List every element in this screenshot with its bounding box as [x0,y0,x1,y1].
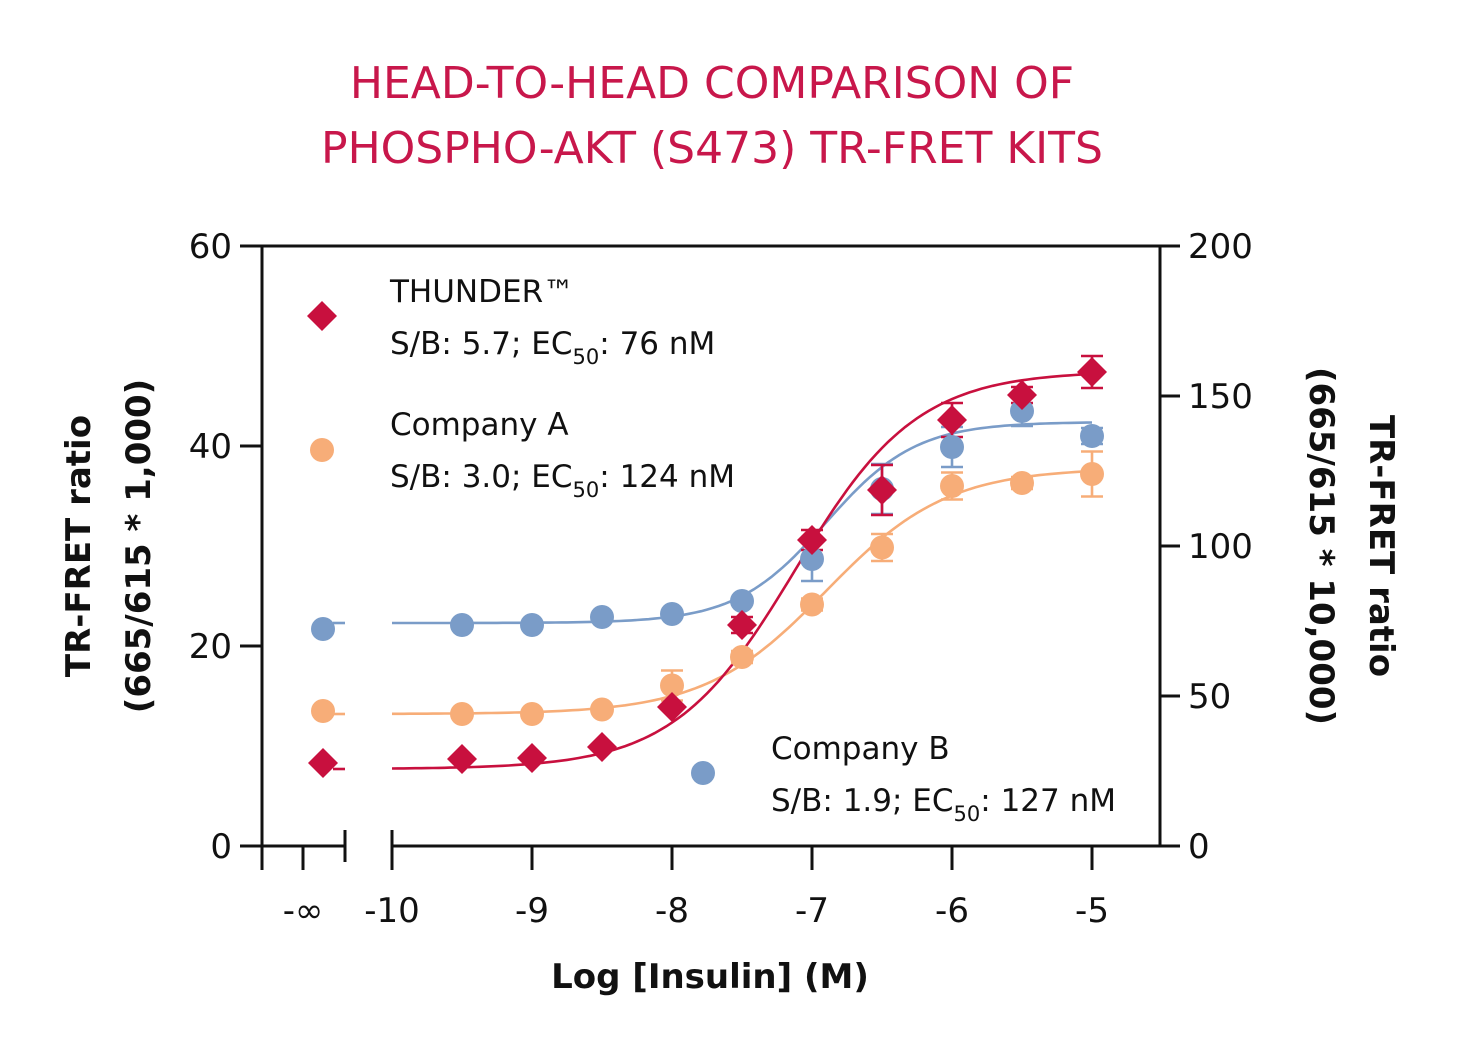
company-a-data-point [1010,471,1034,495]
legend-stat-company-b: S/B: 1.9; EC [771,783,954,819]
company-a-data-point [800,592,824,617]
chart-title-line-1: HEAD-TO-HEAD COMPARISON OF [350,58,1074,109]
legend-name-company-a: Company A [390,407,569,443]
legend-subscript-thunder: 50 [573,345,600,369]
x-tick-label-0: -10 [364,891,420,931]
left-y-tick-label-2: 40 [189,427,232,467]
left-y-tick-label-3: 60 [189,227,232,267]
x-axis-label: Log [Insulin] (M) [551,957,869,997]
company-b-data-point [940,435,964,459]
company-b-zero-point [311,617,335,641]
right-y-axis-label-line-2: (665/615 * 10,000) [1301,367,1341,725]
left-y-axis-label-line-2: (665/615 * 1,000) [119,379,159,713]
legend-stats-company-a: S/B: 3.0; EC50: 124 nM [390,459,735,502]
company-a-data-point [940,474,964,498]
company-b-data-point [730,589,754,613]
company-b-data-point [1080,424,1104,448]
legend-marker-thunder [307,301,337,331]
thunder-data-point [1007,380,1037,410]
thunder-zero-point [308,748,338,778]
chart-title-line-2: PHOSPHO-AKT (S473) TR-FRET KITS [321,123,1103,174]
legend-name-thunder: THUNDER™ [389,274,574,310]
x-tick-label-5: -5 [1075,891,1109,931]
company-a-data-point [590,697,614,722]
company-a-data-point [450,702,474,726]
company-b-data-point [590,605,614,629]
legend-stat-thunder: S/B: 5.7; EC [390,326,573,362]
x-tick-label-2: -8 [655,891,689,931]
company-a-data-point [660,673,684,698]
legend-name-company-b: Company B [771,731,950,767]
right-y-tick-label-3: 150 [1188,377,1253,417]
thunder-data-point [937,405,967,435]
right-y-tick-label-0: 0 [1188,827,1210,867]
company-a-data-point [730,645,754,669]
legend-marker-company-b [691,761,715,785]
thunder-data-point [587,732,617,762]
right-y-axis-label-line-1: TR-FRET ratio [1361,415,1401,677]
x-tick-label-4: -6 [935,891,969,931]
thunder-data-point [517,743,547,773]
company-a-data-point [520,702,544,726]
thunder-data-point [447,744,477,774]
thunder-data-point [867,475,897,505]
company-b-data-point [800,547,824,571]
thunder-data-point [1077,357,1107,387]
company-b-data-point [1010,399,1034,423]
left-y-tick-label-0: 0 [210,827,232,867]
x-tick-label-3: -7 [795,891,829,931]
right-y-tick-label-1: 50 [1188,677,1231,717]
legend-ec50-thunder: : 76 nM [599,326,715,362]
left-y-axis-label-line-1: TR-FRET ratio [59,415,99,677]
left-y-tick-label-1: 20 [189,627,232,667]
legend-marker-company-a [310,438,334,462]
legend-ec50-company-b: : 127 nM [980,783,1116,819]
legend-subscript-company-b: 50 [954,802,981,826]
thunder-data-point [797,525,827,555]
company-b-data-point [450,613,474,637]
legend-stats-company-b: S/B: 1.9; EC50: 127 nM [771,783,1116,826]
legend-ec50-company-a: : 124 nM [599,459,735,495]
company-b-data-point [520,613,544,637]
thunder-data-point [727,610,757,640]
company-a-data-point [870,535,894,560]
legend-subscript-company-a: 50 [573,478,600,502]
company-b-data-point [660,602,684,626]
legend-stats-thunder: S/B: 5.7; EC50: 76 nM [390,326,715,369]
company-a-zero-point [311,699,335,723]
right-y-tick-label-2: 100 [1188,527,1253,567]
thunder-data-point [657,692,687,722]
company-a-data-point [1080,462,1104,486]
x-tick-label-1: -9 [515,891,549,931]
legend-stat-company-a: S/B: 3.0; EC [390,459,573,495]
right-y-tick-label-4: 200 [1188,227,1253,267]
x-tick-label-neg-inf: -∞ [283,891,324,931]
